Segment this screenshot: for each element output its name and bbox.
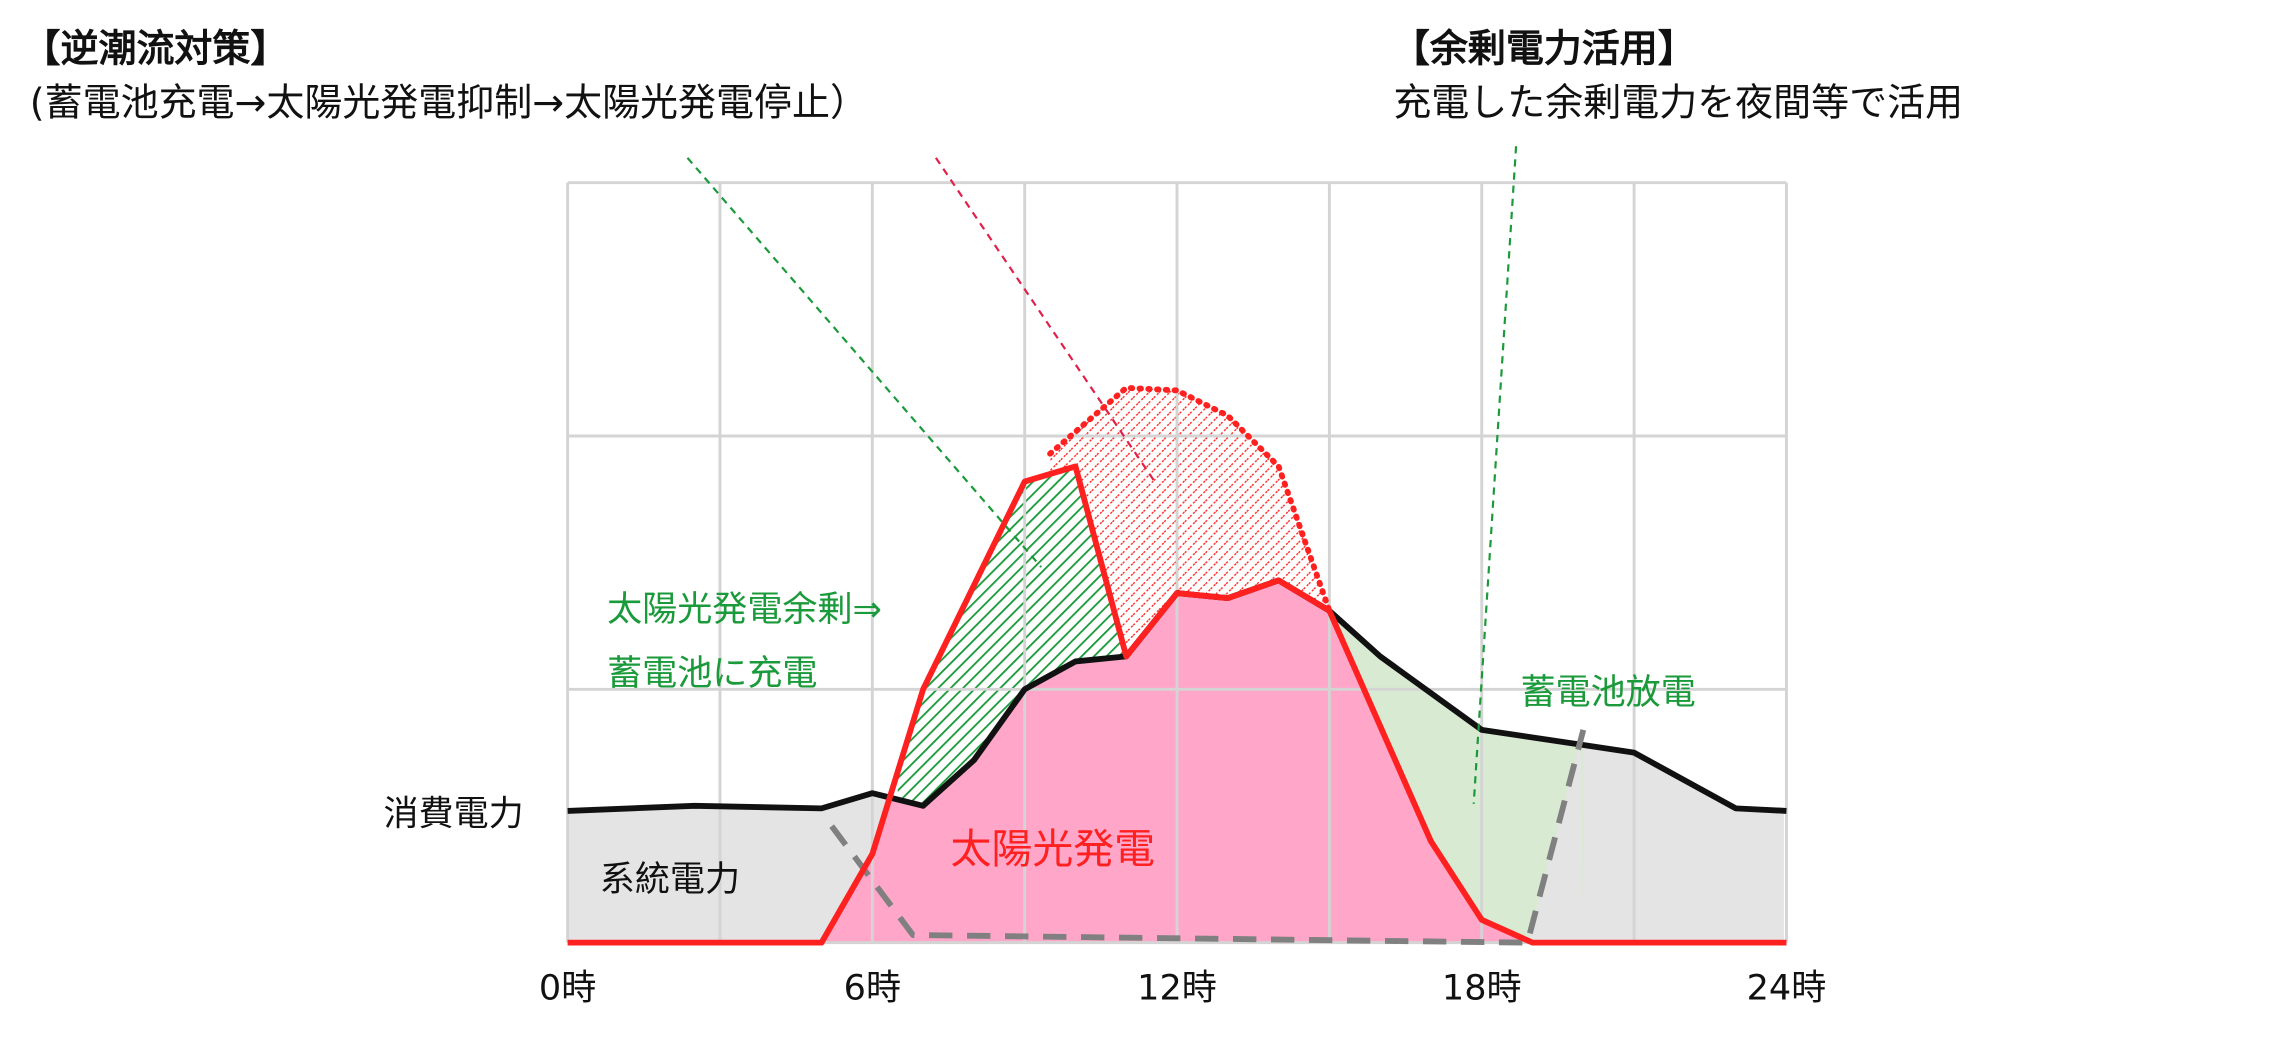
discharge-area (1329, 610, 1584, 943)
series-label: 太陽光発電 (951, 825, 1156, 873)
series-label: 消費電力 (383, 793, 523, 834)
note-title: 【逆潮流対策】 (23, 27, 289, 71)
annotation: 蓄電池放電 (1520, 672, 1695, 713)
leader (686, 157, 1042, 568)
annotation: 太陽光発電余剰⇒ (607, 589, 882, 630)
series-line (567, 463, 1787, 946)
leader (934, 157, 1157, 483)
note: 充電した余剰電力を夜間等で活用 (1393, 81, 1963, 125)
leaders (686, 146, 1518, 804)
note-title: 【余剰電力活用】 (1392, 27, 1696, 71)
x-tick-label: 18時 (1442, 967, 1522, 1008)
leader (1472, 146, 1518, 804)
series-line (1047, 384, 1333, 614)
lines (567, 384, 1787, 946)
curtail-area (1050, 387, 1327, 657)
annotation: 蓄電池に充電 (607, 653, 817, 694)
x-tick-label: 0時 (539, 967, 596, 1008)
x-tick-label: 6時 (844, 967, 901, 1008)
x-tick-label: 24時 (1747, 967, 1827, 1008)
note: (蓄電池充電→太陽光発電抑制→太陽光発電停止） (30, 81, 868, 125)
annotation: 系統電力 (600, 859, 740, 900)
x-tick-label: 12時 (1137, 967, 1217, 1008)
